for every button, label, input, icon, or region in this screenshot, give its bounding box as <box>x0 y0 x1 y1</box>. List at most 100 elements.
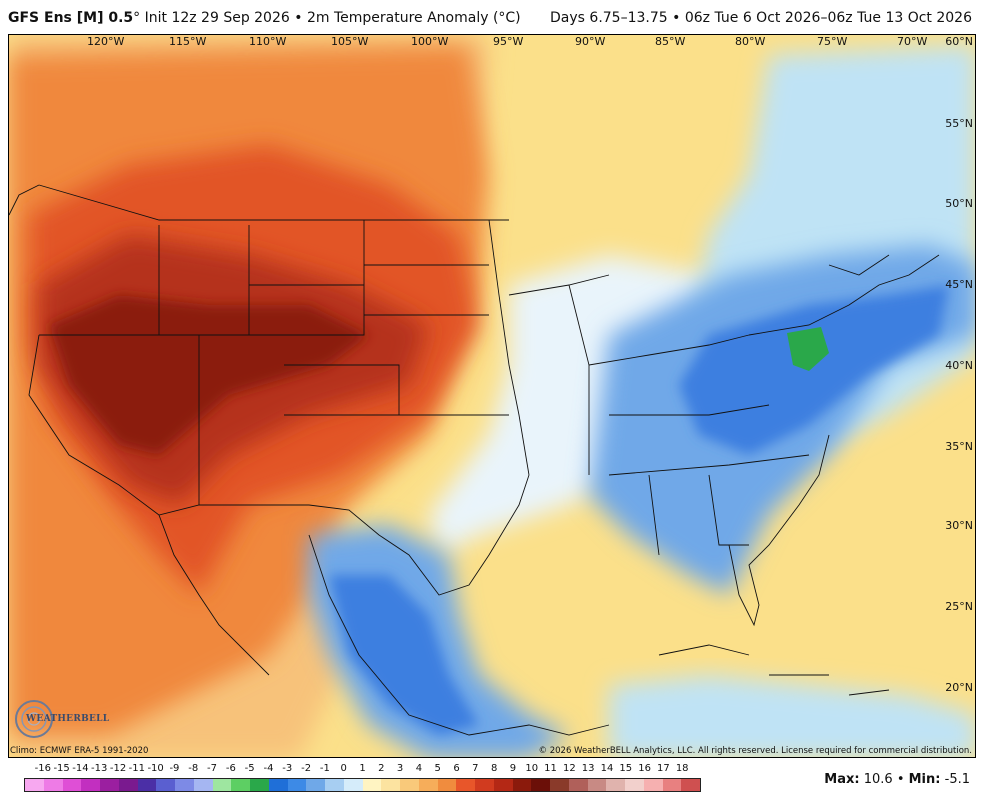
colorbar-tick: -13 <box>91 763 108 774</box>
max-value: 10.6 <box>863 772 893 787</box>
lon-label: 85°W <box>655 35 686 48</box>
colorbar-tick: -10 <box>147 763 164 774</box>
colorbar-swatch <box>531 779 550 791</box>
cold-extreme-spot <box>787 327 829 371</box>
colorbar-tick: -3 <box>282 763 293 774</box>
colorbar-swatch <box>100 779 119 791</box>
colorbar-tick: 15 <box>619 763 633 774</box>
colorbar-tick: -4 <box>263 763 274 774</box>
colorbar-swatch <box>456 779 475 791</box>
colorbar-swatch <box>118 779 138 791</box>
colorbar-tick: 4 <box>415 763 423 774</box>
colorbar-tick: 17 <box>657 763 670 774</box>
lon-label: 75°W <box>817 35 848 48</box>
init-time: ° Init 12z 29 Sep 2026 <box>133 10 290 26</box>
days-range: Days 6.75–13.75 <box>550 10 668 26</box>
title-left: GFS Ens [M] 0.5° Init 12z 29 Sep 2026 • … <box>8 10 521 26</box>
lon-label: 90°W <box>575 35 606 48</box>
lon-label: 110°W <box>249 35 287 48</box>
lat-label: 30°N <box>945 519 973 532</box>
colorbar-tick-labels: -16 -15 -14 -13 -12 -11 -10 -9 -8 -7 -6 -5 -4 -3 -2 -1 0… <box>24 763 701 777</box>
logo-text: WEATHERBELL <box>26 714 110 724</box>
lat-label: 55°N <box>945 117 973 130</box>
weatherbell-logo <box>15 700 53 738</box>
colorbar-tick: 0 <box>340 763 347 774</box>
colorbar-swatch <box>512 779 532 791</box>
colorbar-swatch <box>231 779 250 791</box>
canada-border <box>9 184 509 221</box>
colorbar-swatch <box>625 779 644 791</box>
caribbean-islands <box>658 644 890 696</box>
colorbar-tick: -15 <box>53 763 70 774</box>
colorbar-swatch <box>156 779 175 791</box>
colorbar-tick: -16 <box>34 763 51 774</box>
colorbar-tick: -1 <box>319 763 330 774</box>
lat-label: 25°N <box>945 600 973 613</box>
colorbar-swatch <box>606 779 625 791</box>
chart-header: GFS Ens [M] 0.5° Init 12z 29 Sep 2026 • … <box>0 0 984 34</box>
lat-label: 40°N <box>945 359 973 372</box>
copyright-note: © 2026 WeatherBELL Analytics, LLC. All r… <box>538 746 972 756</box>
colorbar-swatch <box>306 779 325 791</box>
colorbar-swatch <box>325 779 344 791</box>
colorbar-swatch <box>250 779 269 791</box>
colorbar-swatch <box>400 779 419 791</box>
colorbar <box>24 778 701 792</box>
lon-label: 95°W <box>493 35 524 48</box>
colorbar-swatch <box>362 779 382 791</box>
colorbar-swatch <box>662 779 682 791</box>
colorbar-tick: 8 <box>490 763 498 774</box>
colorbar-tick: 14 <box>600 763 614 774</box>
state-lines-northeast <box>748 254 940 336</box>
colorbar-tick: -5 <box>244 763 255 774</box>
colorbar-swatch <box>81 779 100 791</box>
model-name: GFS Ens [M] 0.5 <box>8 10 134 26</box>
anomaly-field <box>9 35 975 757</box>
colorbar-swatch <box>43 779 63 791</box>
state-lines-south <box>284 364 530 596</box>
colorbar-swatch <box>493 779 513 791</box>
colorbar-tick: 10 <box>525 763 539 774</box>
lon-label: 105°W <box>331 35 369 48</box>
bullet: • <box>294 10 303 26</box>
cool-caribbean <box>609 675 975 757</box>
climo-note: Climo: ECMWF ERA-5 1991-2020 <box>10 746 149 756</box>
colorbar-tick: 13 <box>581 763 595 774</box>
colorbar-tick: -9 <box>169 763 180 774</box>
colorbar-swatch <box>587 779 607 791</box>
cool-core-east <box>679 285 949 455</box>
lon-label: 100°W <box>411 35 449 48</box>
colorbar-tick: 6 <box>453 763 460 774</box>
cool-core-mexico <box>329 575 479 735</box>
min-value: -5.1 <box>944 772 970 787</box>
colorbar-swatch <box>418 779 438 791</box>
florida-coast <box>728 434 830 627</box>
state-lines-east <box>588 334 810 556</box>
colorbar-tick: 5 <box>434 763 441 774</box>
valid-period: 06z Tue 6 Oct 2026–06z Tue 13 Oct 2026 <box>684 10 972 26</box>
mexico-coast <box>158 514 610 736</box>
colorbar-tick: 16 <box>638 763 651 774</box>
colorbar-tick: -12 <box>109 763 127 774</box>
colorbar-tick: -2 <box>301 763 312 774</box>
colorbar-tick: -14 <box>72 763 89 774</box>
colorbar-swatch <box>62 779 82 791</box>
colorbar-swatch <box>175 779 194 791</box>
colorbar-tick: 7 <box>472 763 479 774</box>
boundaries <box>9 184 940 736</box>
colorbar-tick: 1 <box>359 763 366 774</box>
colorbar-swatch <box>343 779 363 791</box>
lon-label: 115°W <box>169 35 207 48</box>
colorbar-swatch <box>475 779 494 791</box>
lon-label: 120°W <box>87 35 125 48</box>
lon-label: 80°W <box>735 35 766 48</box>
lat-label: 50°N <box>945 197 973 210</box>
colorbar-tick: -8 <box>188 763 199 774</box>
colorbar-swatch <box>193 779 213 791</box>
lat-label: 20°N <box>945 681 973 694</box>
colorbar-swatch <box>381 779 400 791</box>
colorbar-swatch <box>643 779 663 791</box>
title-right: Days 6.75–13.75 • 06z Tue 6 Oct 2026–06z… <box>550 10 972 26</box>
state-lines-southwest <box>28 334 309 516</box>
stats-separator: • <box>896 772 905 787</box>
